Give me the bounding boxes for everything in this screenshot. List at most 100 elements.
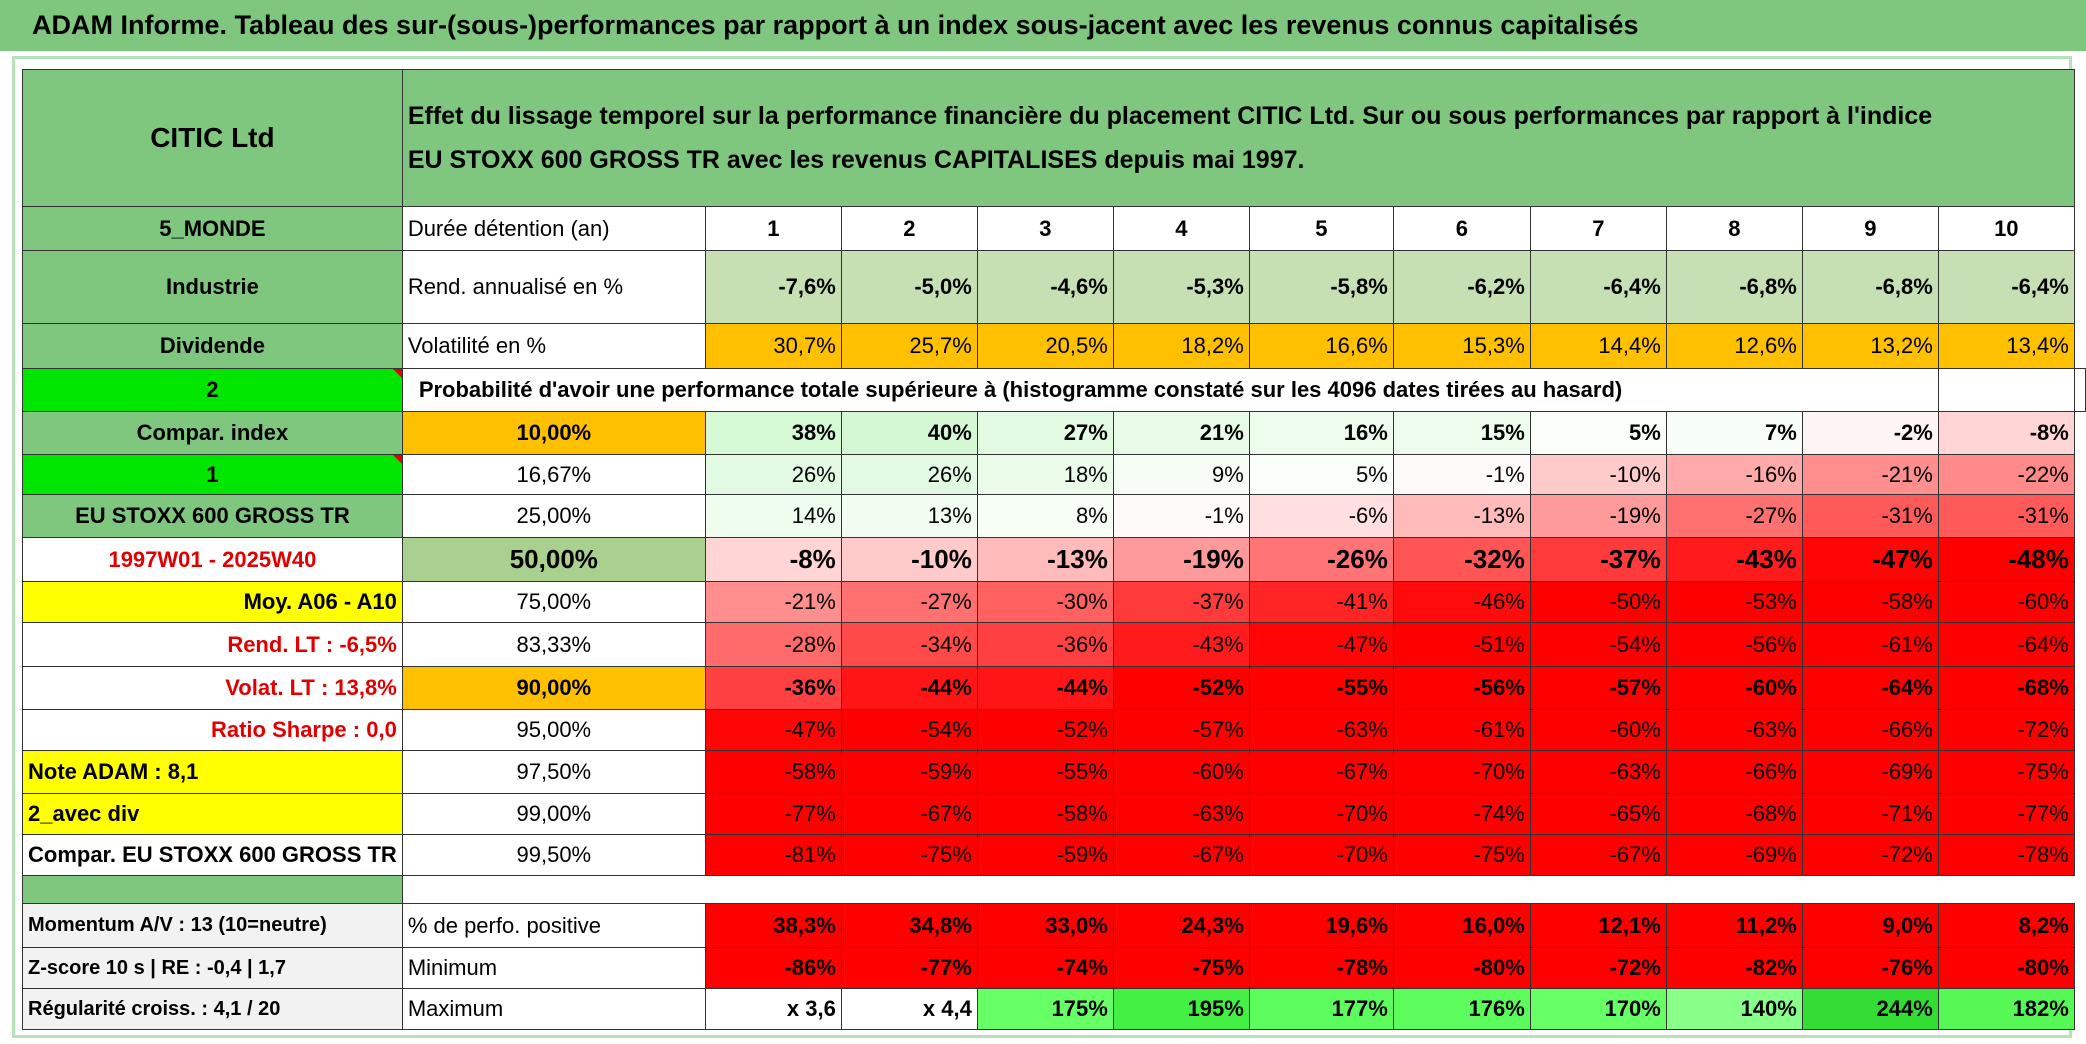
row-label: 1997W01 - 2025W40 — [22, 537, 403, 582]
value-cell: 176% — [1392, 988, 1531, 1030]
value-cell: -2% — [1801, 411, 1939, 455]
value-cell: 18% — [976, 454, 1114, 495]
value-cell: x 4,4 — [840, 988, 978, 1030]
value-cell: -36% — [976, 622, 1114, 667]
value-cell: -58% — [704, 750, 842, 794]
value-cell: -6% — [1248, 494, 1394, 538]
quantile: 75,00% — [401, 581, 706, 623]
value-cell: -51% — [1392, 622, 1531, 667]
value-cell: -77% — [704, 793, 842, 835]
value-cell: -64% — [1801, 666, 1939, 710]
table-row: Z-score 10 s | RE : -0,4 | 1,7 Minimum -86… — [22, 947, 2086, 989]
value-cell: -77% — [840, 947, 978, 989]
row-label: Z-score 10 s | RE : -0,4 | 1,7 — [22, 947, 403, 989]
value-cell: 14% — [704, 494, 842, 538]
value-cell: -74% — [976, 947, 1114, 989]
table-row: 1997W01 - 2025W40 50,00% -8% -10% -13% -19% -2… — [22, 537, 2086, 582]
value-cell: -75% — [1112, 947, 1250, 989]
table-row: Régularité croiss. : 4,1 / 20 Maximum x 3,… — [22, 988, 2086, 1030]
value-cell: 3 — [976, 206, 1114, 251]
quantile: 25,00% — [401, 494, 706, 538]
quantile: 99,00% — [401, 793, 706, 835]
value-cell: -47% — [1801, 537, 1939, 582]
value-cell: -1% — [1392, 454, 1531, 495]
quantile: 95,00% — [401, 709, 706, 751]
value-cell: -74% — [1392, 793, 1531, 835]
value-cell: -70% — [1392, 750, 1531, 794]
value-cell: 8% — [976, 494, 1114, 538]
value-cell: 25,7% — [840, 323, 978, 369]
table-row: Rend. LT : -6,5% 83,33% -28% -34% -36% -43% -4… — [22, 622, 2086, 667]
value-cell: -53% — [1665, 581, 1803, 623]
value-cell: -54% — [840, 709, 978, 751]
value-cell: -19% — [1529, 494, 1667, 538]
metric-label: Rend. annualisé en % — [401, 250, 706, 324]
table-row: 2 Probabilité d'avoir une performance tot… — [22, 368, 2086, 412]
value-cell: 16,0% — [1392, 903, 1531, 948]
value-cell: 9,0% — [1801, 903, 1939, 948]
value-cell: -13% — [976, 537, 1114, 582]
value-cell: -75% — [1937, 750, 2075, 794]
value-cell: -8% — [1937, 411, 2075, 455]
table-row: EU STOXX 600 GROSS TR 25,00% 14% 13% 8% -1% -6… — [22, 494, 2086, 538]
value-cell: -10% — [1529, 454, 1667, 495]
quantile: 99,50% — [401, 834, 706, 876]
value-cell: -6,4% — [1529, 250, 1667, 324]
value-cell: -6,4% — [1937, 250, 2075, 324]
value-cell: -59% — [976, 834, 1114, 876]
value-cell: -57% — [1529, 666, 1667, 710]
description-line: EU STOXX 600 GROSS TR avec les revenus C… — [407, 146, 1305, 174]
value-cell: -80% — [1937, 947, 2075, 989]
row-label: Momentum A/V : 13 (10=neutre) — [22, 903, 403, 948]
table-row: Momentum A/V : 13 (10=neutre)% de perfo.… — [22, 903, 2086, 948]
value-cell: -72% — [1529, 947, 1667, 989]
value-cell: -70% — [1248, 793, 1394, 835]
value-cell: 26% — [704, 454, 842, 495]
value-cell: -43% — [1112, 622, 1250, 667]
value-cell: -5,8% — [1248, 250, 1394, 324]
value-cell: -63% — [1248, 709, 1394, 751]
value-cell: -13% — [1392, 494, 1531, 538]
value-cell: -48% — [1937, 537, 2075, 582]
row-label: Note ADAM : 8,1 — [22, 750, 403, 794]
row-label: 1 — [22, 454, 403, 495]
value-cell: -68% — [1665, 793, 1803, 835]
value-cell: -67% — [1248, 750, 1394, 794]
value-cell: 20,5% — [976, 323, 1114, 369]
value-cell: -58% — [976, 793, 1114, 835]
value-cell: -6,8% — [1801, 250, 1939, 324]
row-label: Régularité croiss. : 4,1 / 20 — [22, 988, 403, 1030]
value-cell: -31% — [1801, 494, 1939, 538]
value-cell: -4,6% — [976, 250, 1114, 324]
value-cell: -72% — [1801, 834, 1939, 876]
value-cell: 38,3% — [704, 903, 842, 948]
empty-cell — [1937, 368, 2075, 412]
value-cell: -58% — [1801, 581, 1939, 623]
value-cell: -56% — [1392, 666, 1531, 710]
value-cell: -63% — [1665, 709, 1803, 751]
row-label: Volat. LT : 13,8% — [22, 666, 403, 710]
description-line: Effet du lissage temporel sur la perform… — [407, 102, 1933, 130]
value-cell: -81% — [704, 834, 842, 876]
row-label: Compar. index — [22, 411, 403, 455]
value-cell: -50% — [1529, 581, 1667, 623]
value-cell: -30% — [976, 581, 1114, 623]
value-cell: -5,3% — [1112, 250, 1250, 324]
quantile: 90,00% — [401, 666, 706, 710]
value-cell: -60% — [1529, 709, 1667, 751]
value-cell: -52% — [1112, 666, 1250, 710]
value-cell: 16,6% — [1248, 323, 1394, 369]
value-cell: 19,6% — [1248, 903, 1394, 948]
value-cell: -46% — [1392, 581, 1531, 623]
value-cell: -36% — [704, 666, 842, 710]
quantile: 16,67% — [401, 454, 706, 495]
description: Effet du lissage temporel sur la perform… — [401, 69, 2075, 207]
row-label: Rend. LT : -6,5% — [22, 622, 403, 667]
metric-label: % de perfo. positive — [401, 903, 706, 948]
metric-label: Minimum — [401, 947, 706, 989]
value-cell: -67% — [1529, 834, 1667, 876]
value-cell: -78% — [1937, 834, 2075, 876]
value-cell: -56% — [1665, 622, 1803, 667]
value-cell: 40% — [840, 411, 978, 455]
spacer-cell — [22, 875, 403, 904]
